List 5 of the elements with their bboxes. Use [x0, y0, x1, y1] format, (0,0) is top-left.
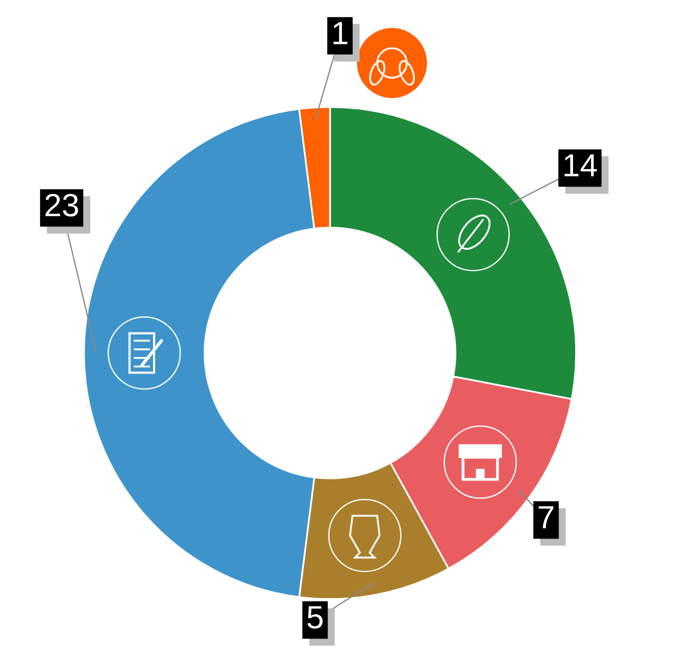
data-label: 1: [334, 22, 348, 44]
data-label: 5: [307, 606, 323, 629]
data-label: 23: [46, 194, 78, 216]
data-label: 7: [538, 506, 554, 528]
data-label: 14: [564, 154, 597, 176]
